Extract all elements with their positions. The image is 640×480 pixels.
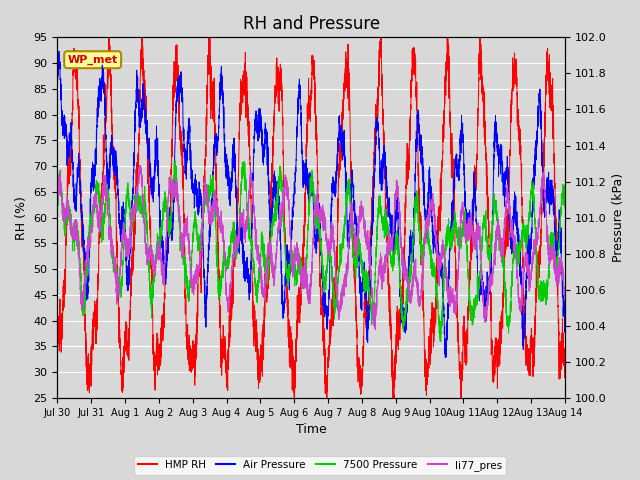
li77_pres bbox=[454, 287, 461, 292]
HMP RH bbox=[425, 334, 433, 339]
Air Pressure bbox=[442, 355, 449, 360]
Line: li77_pres: li77_pres bbox=[58, 166, 565, 329]
HMP RH bbox=[291, 395, 298, 401]
li77_pres bbox=[145, 258, 152, 264]
HMP RH bbox=[561, 352, 568, 358]
7500 Pressure bbox=[454, 229, 461, 235]
Air Pressure bbox=[55, 48, 63, 54]
X-axis label: Time: Time bbox=[296, 423, 326, 436]
li77_pres bbox=[371, 326, 379, 332]
Air Pressure bbox=[425, 183, 433, 189]
Y-axis label: RH (%): RH (%) bbox=[15, 196, 28, 240]
Legend: HMP RH, Air Pressure, 7500 Pressure, li77_pres: HMP RH, Air Pressure, 7500 Pressure, li7… bbox=[134, 456, 506, 475]
HMP RH bbox=[292, 336, 300, 342]
Y-axis label: Pressure (kPa): Pressure (kPa) bbox=[612, 173, 625, 262]
Line: HMP RH: HMP RH bbox=[58, 37, 565, 398]
7500 Pressure bbox=[437, 338, 445, 344]
7500 Pressure bbox=[54, 196, 61, 202]
HMP RH bbox=[561, 350, 569, 356]
Title: RH and Pressure: RH and Pressure bbox=[243, 15, 380, 33]
Line: 7500 Pressure: 7500 Pressure bbox=[58, 161, 565, 341]
7500 Pressure bbox=[561, 204, 568, 209]
Air Pressure bbox=[292, 163, 300, 169]
li77_pres bbox=[561, 292, 568, 298]
Air Pressure bbox=[397, 306, 404, 312]
7500 Pressure bbox=[561, 206, 569, 212]
7500 Pressure bbox=[172, 158, 179, 164]
li77_pres bbox=[136, 163, 144, 168]
7500 Pressure bbox=[145, 259, 152, 265]
li77_pres bbox=[54, 193, 61, 199]
HMP RH bbox=[454, 317, 461, 323]
Air Pressure bbox=[561, 289, 569, 295]
7500 Pressure bbox=[397, 293, 404, 299]
7500 Pressure bbox=[292, 276, 300, 282]
HMP RH bbox=[397, 300, 404, 306]
Air Pressure bbox=[54, 82, 61, 88]
Air Pressure bbox=[561, 329, 568, 335]
7500 Pressure bbox=[425, 230, 433, 236]
HMP RH bbox=[145, 168, 152, 173]
Air Pressure bbox=[454, 174, 461, 180]
li77_pres bbox=[561, 297, 569, 302]
Air Pressure bbox=[145, 144, 152, 150]
li77_pres bbox=[425, 205, 433, 211]
HMP RH bbox=[54, 346, 61, 352]
HMP RH bbox=[105, 35, 113, 40]
Text: WP_met: WP_met bbox=[68, 55, 118, 65]
Line: Air Pressure: Air Pressure bbox=[58, 51, 565, 358]
li77_pres bbox=[397, 229, 404, 235]
li77_pres bbox=[292, 254, 300, 260]
